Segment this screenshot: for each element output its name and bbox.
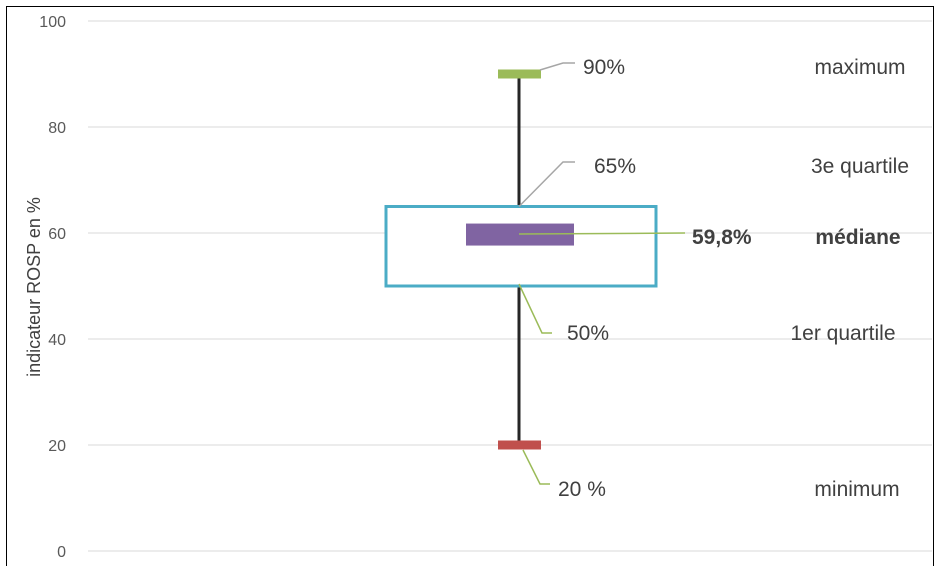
chart-frame — [6, 6, 934, 566]
y-tick-label: 100 — [39, 14, 66, 31]
y-tick-label: 0 — [57, 544, 66, 561]
minimum-leader-line — [522, 449, 550, 485]
maximum-leader-line — [539, 62, 575, 71]
q1-leader-line — [518, 283, 552, 334]
q3-leader-line — [518, 161, 575, 208]
minimum-name-label: minimum — [814, 478, 899, 501]
q3-name-label: 3e quartile — [811, 155, 909, 178]
y-tick-label: 40 — [48, 332, 66, 349]
maximum-value-label: 90% — [583, 56, 625, 79]
q3-value-label: 65% — [594, 155, 636, 178]
y-tick-label: 80 — [48, 120, 66, 137]
minimum-marker — [498, 440, 541, 450]
interquartile-box — [384, 205, 658, 288]
q1-value-label: 50% — [567, 322, 609, 345]
median-leader-line — [518, 232, 686, 235]
q1-name-label: 1er quartile — [790, 322, 895, 345]
y-tick-label: 20 — [48, 438, 66, 455]
y-axis-label: indicateur ROSP en % — [24, 197, 44, 377]
maximum-name-label: maximum — [814, 56, 905, 79]
y-axis-ticks: 0 20 40 60 80 100 — [39, 14, 66, 561]
median-name-label: médiane — [815, 226, 900, 249]
annotations: 90% maximum 65% 3e quartile 59,8% médiane 50% 1… — [518, 56, 909, 501]
median-value-label: 59,8% — [692, 226, 752, 249]
minimum-value-label: 20 % — [558, 478, 606, 501]
maximum-marker — [498, 69, 541, 79]
y-tick-label: 60 — [48, 226, 66, 243]
